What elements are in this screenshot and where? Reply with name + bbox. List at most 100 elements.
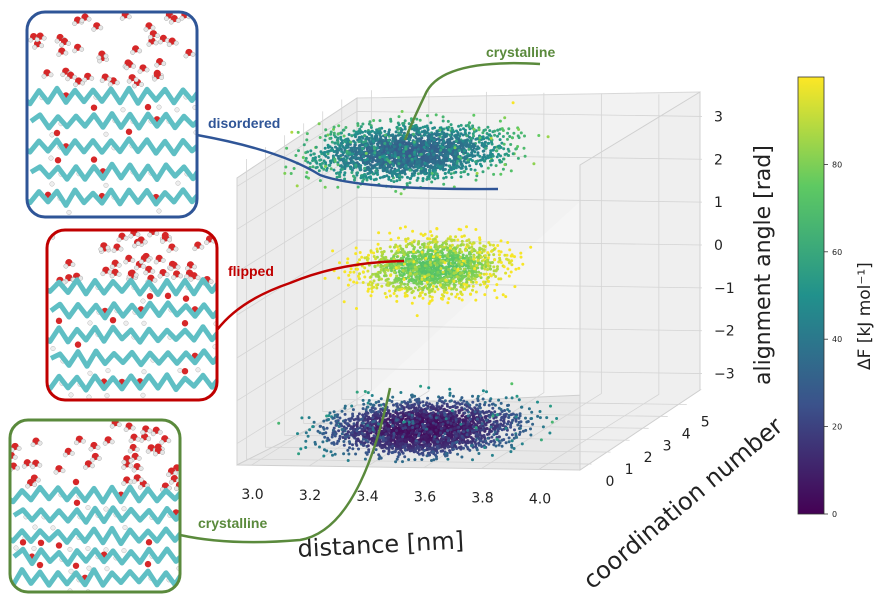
data-point	[396, 152, 400, 156]
data-point	[418, 246, 422, 249]
data-point	[432, 159, 436, 163]
data-point	[450, 147, 454, 151]
data-point	[466, 260, 470, 264]
data-point	[383, 142, 387, 145]
data-point	[372, 255, 376, 258]
data-point	[367, 132, 371, 136]
data-point	[438, 396, 442, 400]
data-point	[460, 396, 464, 400]
data-point	[439, 410, 443, 414]
data-point	[399, 411, 403, 415]
data-point	[377, 270, 381, 274]
data-point	[511, 418, 515, 422]
data-point	[412, 140, 416, 144]
data-point	[407, 157, 410, 161]
data-point	[412, 409, 416, 413]
data-point	[340, 139, 344, 143]
data-point	[406, 251, 410, 255]
data-point	[443, 290, 446, 294]
data-point	[502, 147, 506, 151]
data-point	[500, 127, 504, 131]
data-point	[486, 268, 490, 271]
data-point	[429, 245, 433, 249]
data-point	[397, 123, 401, 127]
data-point	[336, 185, 340, 189]
data-point	[465, 225, 468, 229]
data-point	[483, 403, 486, 407]
data-point	[481, 170, 485, 174]
data-point	[379, 159, 383, 163]
data-point	[370, 287, 374, 290]
data-point	[471, 132, 475, 136]
data-point	[388, 289, 391, 293]
data-point	[342, 134, 346, 138]
data-point	[463, 403, 467, 407]
data-point	[388, 148, 392, 152]
data-point	[469, 257, 473, 260]
data-point	[451, 159, 455, 163]
data-point	[368, 169, 372, 173]
data-point	[485, 285, 489, 289]
data-point	[421, 179, 425, 183]
data-point	[499, 172, 503, 176]
data-point	[421, 142, 425, 146]
data-point	[430, 171, 434, 175]
data-point	[363, 129, 367, 133]
data-point	[380, 254, 384, 258]
data-point	[502, 265, 506, 269]
data-point	[473, 168, 477, 172]
data-point	[465, 254, 469, 258]
data-point	[487, 403, 491, 407]
data-point	[487, 141, 491, 145]
data-point	[361, 136, 365, 140]
data-point	[336, 413, 340, 417]
data-point	[305, 132, 309, 136]
data-point	[436, 281, 440, 285]
data-point	[394, 130, 398, 134]
data-point	[413, 286, 417, 290]
data-point	[365, 157, 369, 161]
data-point	[484, 146, 488, 150]
data-point	[332, 410, 336, 414]
grid-line-y	[246, 159, 592, 465]
data-point	[429, 137, 433, 141]
data-point	[478, 162, 482, 166]
data-point	[508, 135, 512, 138]
data-point	[333, 141, 337, 145]
data-point	[324, 128, 328, 132]
data-point	[450, 238, 453, 242]
data-point	[375, 158, 379, 162]
data-point	[465, 134, 469, 138]
data-point	[412, 260, 416, 264]
data-point	[448, 143, 452, 147]
data-point	[431, 175, 435, 179]
data-point	[431, 407, 435, 411]
data-point	[376, 242, 380, 246]
data-point	[446, 144, 450, 148]
data-point	[306, 160, 310, 164]
data-point	[506, 408, 510, 411]
data-point	[410, 162, 414, 165]
data-point	[471, 148, 475, 152]
data-point	[431, 249, 434, 253]
data-point	[388, 142, 392, 146]
data-point	[447, 164, 451, 168]
data-point	[488, 243, 492, 247]
data-point	[467, 252, 471, 256]
data-point	[486, 166, 490, 170]
data-point	[464, 248, 467, 252]
data-point	[304, 159, 308, 163]
grid-line-z	[236, 111, 703, 187]
data-point	[487, 253, 491, 257]
data-point	[391, 162, 395, 165]
data-point	[439, 406, 443, 410]
data-point	[538, 410, 542, 413]
data-point	[415, 261, 419, 265]
data-point	[417, 159, 421, 163]
data-point	[413, 402, 417, 406]
data-point	[513, 255, 516, 259]
data-point	[521, 429, 525, 433]
data-point	[444, 163, 448, 167]
data-point	[356, 185, 360, 189]
data-point	[439, 148, 443, 152]
